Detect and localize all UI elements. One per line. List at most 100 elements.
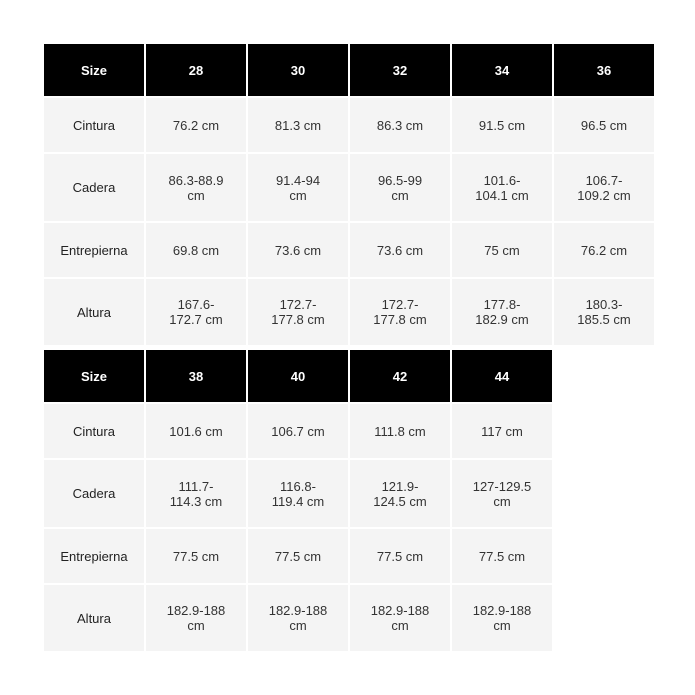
- cell-value: 172.7-177.8 cm: [373, 297, 427, 327]
- table-cell: 121.9-124.5 cm: [350, 460, 450, 527]
- cell-value: 117 cm: [481, 423, 523, 439]
- cell-value: 106.7-109.2 cm: [577, 172, 631, 203]
- table-cell: 182.9-188 cm: [452, 585, 552, 651]
- size-table-2: Size 38 40 42 44 Cintura 101.6 cm 106.7 cm 111.8…: [42, 348, 554, 653]
- table-cell: 182.9-188 cm: [146, 585, 246, 651]
- cell-value: 116.8-119.4 cm: [271, 478, 325, 509]
- size-column-header: 30: [248, 44, 348, 96]
- cell-value: 76.2 cm: [172, 117, 220, 133]
- cell-value: 127-129.5 cm: [472, 478, 532, 509]
- table-row-cadera: Cadera 86.3-88.9 cm 91.4-94 cm 96.5-99 cm 10…: [44, 154, 654, 221]
- table-cell: 96.5 cm: [554, 98, 654, 152]
- table-row-entrepierna: Entrepierna 77.5 cm 77.5 cm 77.5 cm 77.5 cm: [44, 529, 552, 583]
- header-row: Size 28 30 32 34 36: [44, 44, 654, 96]
- cell-value: 73.6 cm: [274, 242, 322, 258]
- table-cell: 73.6 cm: [350, 223, 450, 277]
- header-row: Size 38 40 42 44: [44, 350, 552, 402]
- cell-value: 81.3 cm: [274, 117, 322, 133]
- cell-value: 86.3-88.9 cm: [168, 172, 224, 203]
- cell-value: 111.7-114.3 cm: [169, 478, 223, 509]
- cell-value: 91.5 cm: [478, 117, 526, 133]
- table-cell: 75 cm: [452, 223, 552, 277]
- table-cell: 182.9-188 cm: [350, 585, 450, 651]
- table-cell: 76.2 cm: [554, 223, 654, 277]
- table-cell: 77.5 cm: [452, 529, 552, 583]
- table-cell: 106.7 cm: [248, 404, 348, 458]
- cell-value: 86.3 cm: [376, 117, 424, 133]
- cell-value: 96.5-99 cm: [377, 172, 423, 203]
- cell-value: 182.9-188 cm: [268, 603, 328, 633]
- table-cell: 167.6-172.7 cm: [146, 279, 246, 345]
- cell-value: 77.5 cm: [478, 548, 526, 564]
- table-cell: 96.5-99 cm: [350, 154, 450, 221]
- table-row-cadera: Cadera 111.7-114.3 cm 116.8-119.4 cm 121.9-…: [44, 460, 552, 527]
- cell-value: 91.4-94 cm: [275, 172, 321, 203]
- cell-value: 75 cm: [484, 242, 520, 258]
- table-row-altura: Altura 167.6-172.7 cm 172.7-177.8 cm 172.7-…: [44, 279, 654, 345]
- cell-value: 106.7 cm: [271, 423, 325, 439]
- cell-value: 101.6 cm: [169, 423, 223, 439]
- row-label: Entrepierna: [44, 223, 144, 277]
- cell-value: 73.6 cm: [376, 242, 424, 258]
- table-cell: 73.6 cm: [248, 223, 348, 277]
- cell-value: 167.6-172.7 cm: [169, 297, 223, 327]
- size-column-header: 34: [452, 44, 552, 96]
- cell-value: 76.2 cm: [580, 242, 628, 258]
- table-cell: 77.5 cm: [146, 529, 246, 583]
- table-cell: 117 cm: [452, 404, 552, 458]
- cell-value: 177.8-182.9 cm: [475, 297, 529, 327]
- cell-value: 182.9-188 cm: [370, 603, 430, 633]
- table-cell: 77.5 cm: [350, 529, 450, 583]
- table-row-cintura: Cintura 76.2 cm 81.3 cm 86.3 cm 91.5 cm 96.5 …: [44, 98, 654, 152]
- table-row-entrepierna: Entrepierna 69.8 cm 73.6 cm 73.6 cm 75 cm 76.…: [44, 223, 654, 277]
- cell-value: 182.9-188 cm: [166, 603, 226, 633]
- size-table-1: Size 28 30 32 34 36 Cintura 76.2 cm 81.3 cm 86.3 …: [42, 42, 656, 347]
- table-cell: 101.6-104.1 cm: [452, 154, 552, 221]
- row-label: Cintura: [44, 98, 144, 152]
- row-label: Entrepierna: [44, 529, 144, 583]
- cell-value: 96.5 cm: [580, 117, 628, 133]
- size-column-header: 28: [146, 44, 246, 96]
- row-label: Altura: [44, 585, 144, 651]
- table-cell: 77.5 cm: [248, 529, 348, 583]
- table-cell: 116.8-119.4 cm: [248, 460, 348, 527]
- table-cell: 177.8-182.9 cm: [452, 279, 552, 345]
- table-cell: 86.3-88.9 cm: [146, 154, 246, 221]
- table-cell: 101.6 cm: [146, 404, 246, 458]
- table-cell: 69.8 cm: [146, 223, 246, 277]
- cell-value: 77.5 cm: [172, 548, 220, 564]
- row-label: Cadera: [44, 460, 144, 527]
- table-cell: 76.2 cm: [146, 98, 246, 152]
- cell-value: 101.6-104.1 cm: [475, 172, 529, 203]
- table-row-cintura: Cintura 101.6 cm 106.7 cm 111.8 cm 117 cm: [44, 404, 552, 458]
- cell-value: 69.8 cm: [172, 242, 220, 258]
- cell-value: 180.3-185.5 cm: [577, 297, 631, 327]
- size-column-header: 38: [146, 350, 246, 402]
- table-row-altura: Altura 182.9-188 cm 182.9-188 cm 182.9-188 …: [44, 585, 552, 651]
- cell-value: 182.9-188 cm: [472, 603, 532, 633]
- table-cell: 81.3 cm: [248, 98, 348, 152]
- row-label: Cadera: [44, 154, 144, 221]
- size-column-header: 44: [452, 350, 552, 402]
- size-header: Size: [44, 44, 144, 96]
- cell-value: 77.5 cm: [274, 548, 322, 564]
- cell-value: 111.8 cm: [374, 423, 426, 439]
- cell-value: 77.5 cm: [376, 548, 424, 564]
- table-cell: 172.7-177.8 cm: [350, 279, 450, 345]
- table-cell: 127-129.5 cm: [452, 460, 552, 527]
- size-header: Size: [44, 350, 144, 402]
- row-label: Altura: [44, 279, 144, 345]
- table-cell: 91.5 cm: [452, 98, 552, 152]
- table-cell: 91.4-94 cm: [248, 154, 348, 221]
- size-column-header: 42: [350, 350, 450, 402]
- table-cell: 111.8 cm: [350, 404, 450, 458]
- size-column-header: 32: [350, 44, 450, 96]
- table-cell: 106.7-109.2 cm: [554, 154, 654, 221]
- table-cell: 111.7-114.3 cm: [146, 460, 246, 527]
- cell-value: 121.9-124.5 cm: [373, 478, 427, 509]
- table-cell: 172.7-177.8 cm: [248, 279, 348, 345]
- table-cell: 180.3-185.5 cm: [554, 279, 654, 345]
- table-cell: 86.3 cm: [350, 98, 450, 152]
- table-cell: 182.9-188 cm: [248, 585, 348, 651]
- row-label: Cintura: [44, 404, 144, 458]
